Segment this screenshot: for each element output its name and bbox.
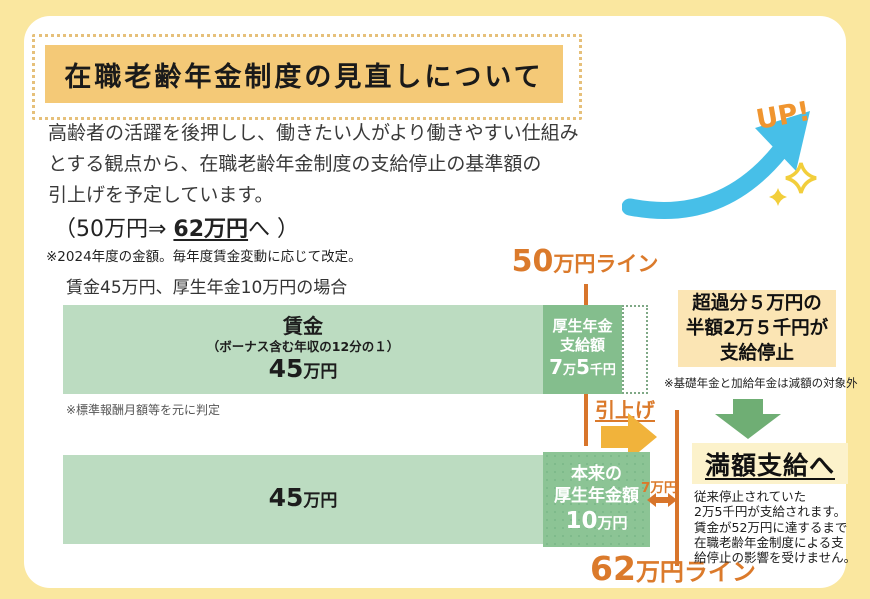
line-50-number: 50 [511,244,554,279]
bar2-pension-unit: 万円 [597,513,628,532]
bar2-pension-line2: 厚生年金額 [554,485,639,506]
bar2-pension-segment: 本来の 厚生年金額 10万円 [543,452,650,547]
line-62-label: 62万円ライン [590,549,756,588]
detail-line: 従来停止されていた [694,489,807,504]
suspension-line: 半額2万５千円が [685,318,829,339]
page-title: 在職老齢年金制度の見直しについて [64,61,544,93]
bar1-wage-segment: 賃金 （ボーナス含む年収の12分の１） 45万円 [63,305,543,394]
bar1-stopped-amount-box [622,305,648,394]
suspension-line: 支給停止 [719,343,794,364]
suspension-line: 超過分５万円の [692,293,822,314]
bar2-wage-amount: 45万円 [269,484,338,515]
full-payment-label: 満額支給へ [704,450,835,480]
bar1-wage-number: 45 [268,353,304,383]
bar2-pension-amount: 10万円 [565,507,627,537]
case-label: 賃金45万円、厚生年金10万円の場合 [66,278,348,298]
full-payment-detail: 従来停止されていた 2万5千円が支給されます。 賃金が52万円に達するまで 在職… [694,489,856,565]
change-highlight: 62万円 [173,217,249,242]
bar2-wage-number: 45 [268,483,304,512]
bar1-pension-n2: 5 [576,354,590,379]
bar1-pension-amount: 7万5千円 [549,355,616,383]
line-62-number: 62 [590,549,636,588]
bar1-pension-line1: 厚生年金 [552,316,613,335]
up-arrow-shaft [622,142,789,219]
suspension-footnote: ※基礎年金と加給年金は減額の対象外 [664,376,858,390]
bar2-wage-unit: 万円 [303,491,338,511]
line-50-unit: 万円ライン [553,252,659,276]
bar2-wage-segment: 45万円 [63,455,543,544]
up-arrow-icon: UP! [622,96,817,219]
raise-label: 引上げ [595,398,655,422]
gap-double-arrow-icon [647,493,677,507]
intro-line: 高齢者の活躍を後押しし、働きたい人がより働きやすい仕組み [48,122,579,144]
intro-paragraph: 高齢者の活躍を後押しし、働きたい人がより働きやすい仕組み とする観点から、在職老… [48,118,579,211]
detail-line: 在職老齢年金制度による支 [694,534,844,550]
title-dotted-border [32,34,582,120]
line-62-rule [675,410,679,566]
bar1-footnote: ※標準報酬月額等を元に判定 [66,403,221,417]
bar2-pension-line1: 本来の [571,463,622,484]
detail-line: 給停止の影響を受けません。 [694,550,857,566]
change-prefix: （50万円⇒ [54,217,174,242]
sparkle-icon [785,162,817,194]
bar1-pension-line2: 支給額 [559,335,605,354]
detail-line: 賃金が52万円に達するまで [694,519,848,535]
bar2-pension-number: 10 [565,507,598,534]
change-suffix: へ ） [248,217,300,242]
up-arrow-head [755,111,810,171]
line-62-unit: 万円ライン [635,558,756,586]
suspension-box: 超過分５万円の 半額2万５千円が 支給停止 [678,290,836,367]
bar1-wage-amount: 45万円 [268,353,338,386]
bar1-pension-u1: 万 [562,362,576,378]
line-50-label: 50万円ライン [500,244,670,279]
down-arrow-icon [715,399,781,439]
bar1-pension-n1: 7 [549,354,563,379]
sparkle-icon [769,188,787,206]
bar1-wage-title: 賃金 [283,313,323,338]
raise-right-arrow-icon [601,413,657,461]
detail-line: 2万5千円が支給されます。 [694,504,847,520]
gap-label: 7万円 [641,480,678,496]
bar1-pension-segment: 厚生年金 支給額 7万5千円 [543,305,622,394]
bar1-wage-subtitle: （ボーナス含む年収の12分の１） [206,338,400,354]
title-banner: 在職老齢年金制度の見直しについて [45,45,563,103]
bar1-wage-unit: 万円 [303,361,338,382]
full-payment-box: 満額支給へ [692,443,848,484]
intro-line: とする観点から、在職老齢年金制度の支給停止の基準額の [48,153,542,175]
bar1-pension-u2: 千円 [589,362,616,378]
intro-footnote: ※2024年度の金額。毎年度賃金変動に応じて改定。 [46,249,362,265]
threshold-change-line: （50万円⇒ 62万円へ ） [54,211,299,243]
intro-line: 引上げを予定しています。 [48,184,274,206]
